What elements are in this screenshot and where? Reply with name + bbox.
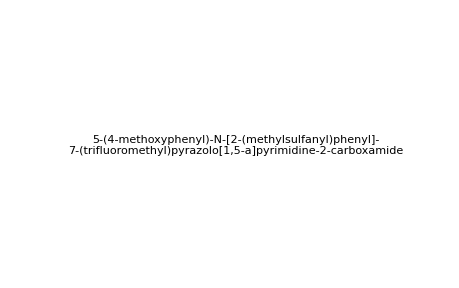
Text: 5-(4-methoxyphenyl)-N-[2-(methylsulfanyl)phenyl]-
7-(trifluoromethyl)pyrazolo[1,: 5-(4-methoxyphenyl)-N-[2-(methylsulfanyl… bbox=[68, 135, 403, 156]
